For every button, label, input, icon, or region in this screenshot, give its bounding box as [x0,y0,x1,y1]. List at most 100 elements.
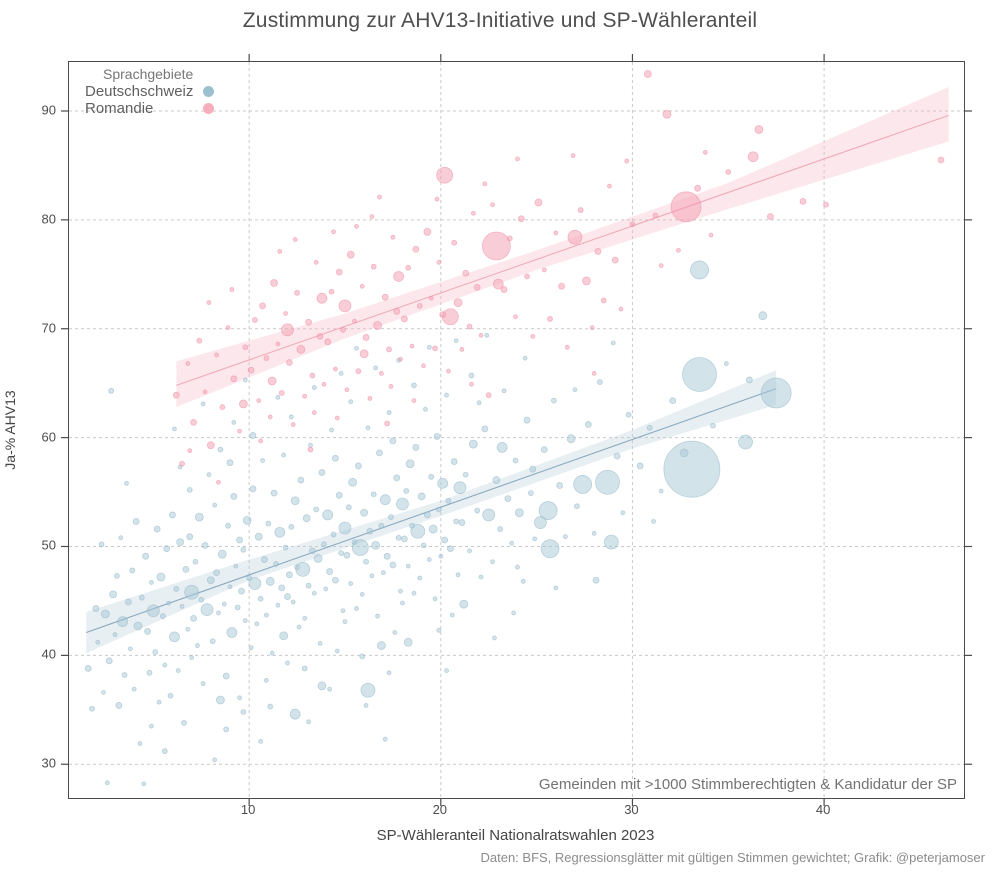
data-point [611,256,619,264]
data-point [566,434,576,444]
data-point [594,248,602,255]
data-point [412,245,420,253]
data-point [270,279,278,287]
legend-swatch-pink-icon [203,103,214,114]
data-point [432,345,438,352]
data-point [541,267,547,273]
data-point [468,372,475,379]
data-point [367,396,373,401]
data-point [386,346,392,353]
data-point [428,473,435,480]
data-point [446,368,451,374]
data-point [237,695,242,701]
data-point [222,672,230,680]
x-axis-title: SP-Wähleranteil Nationalratswahlen 2023 [376,827,655,844]
data-point [258,738,264,744]
data-point [403,637,413,647]
data-point [261,556,268,563]
data-point [400,600,405,606]
data-point [359,592,365,597]
data-point [676,247,681,253]
data-point [206,441,215,450]
x-tick-label: 30 [624,802,639,817]
data-point [249,432,257,439]
data-point [745,376,753,384]
data-point [173,586,180,592]
data-point [249,485,257,493]
data-point [481,231,511,261]
y-axis-title: Ja-% AHV13 [2,390,18,470]
data-point [327,686,333,692]
data-point [344,387,350,393]
data-point [149,723,154,729]
data-point [251,317,258,323]
data-point [610,340,616,346]
data-point [441,536,449,544]
data-point [101,609,110,619]
data-point [393,271,405,282]
data-point [267,703,274,710]
data-point [340,608,346,614]
data-point [225,522,231,529]
data-point [242,515,252,525]
data-point [214,352,219,358]
data-point [369,573,375,579]
data-point [453,518,460,525]
data-point [302,514,311,523]
data-point [227,584,233,590]
data-point [265,520,272,527]
data-point [297,476,305,484]
data-point [618,306,624,312]
data-point [359,283,365,289]
data-point [223,726,230,733]
data-point [278,390,285,396]
data-point [662,109,672,119]
data-point [290,599,296,605]
data-point [190,614,197,622]
data-point [393,307,401,315]
data-point [437,477,449,489]
data-point [509,540,515,546]
data-point [185,361,191,366]
data-point [295,561,311,577]
data-point [186,533,194,541]
plot-annotation: Gemeinden mit >1000 Stimmberechtigten & … [538,776,957,793]
confidence-band [86,370,777,654]
data-point [281,323,294,337]
data-point [567,229,583,245]
x-tick-label: 20 [432,802,448,817]
data-point [625,411,632,418]
data-point [392,630,398,635]
data-point [240,546,247,553]
data-point [558,282,565,290]
data-point [275,602,281,608]
data-point [279,631,289,641]
data-point [428,295,434,301]
data-point [153,525,161,533]
data-point [547,316,553,322]
data-point [115,702,123,709]
data-point [572,387,578,393]
data-point [370,263,377,270]
data-point [799,197,807,205]
data-point [354,224,359,229]
data-point [142,552,150,560]
data-point [317,681,327,691]
data-point [613,452,621,460]
data-point [219,404,226,411]
data-point [564,344,570,350]
data-point [553,230,559,236]
data-point [230,375,238,383]
data-point [305,582,312,589]
data-point [200,401,206,407]
data-point [403,488,410,494]
data-point [767,213,774,221]
data-point [348,477,358,487]
data-point [200,681,206,687]
plot-area: Sprachgebiete Deutschschweiz Romandie Ge… [61,54,972,806]
data-point [365,425,371,431]
data-point [522,355,528,361]
data-point [258,438,264,444]
data-point [453,298,463,308]
